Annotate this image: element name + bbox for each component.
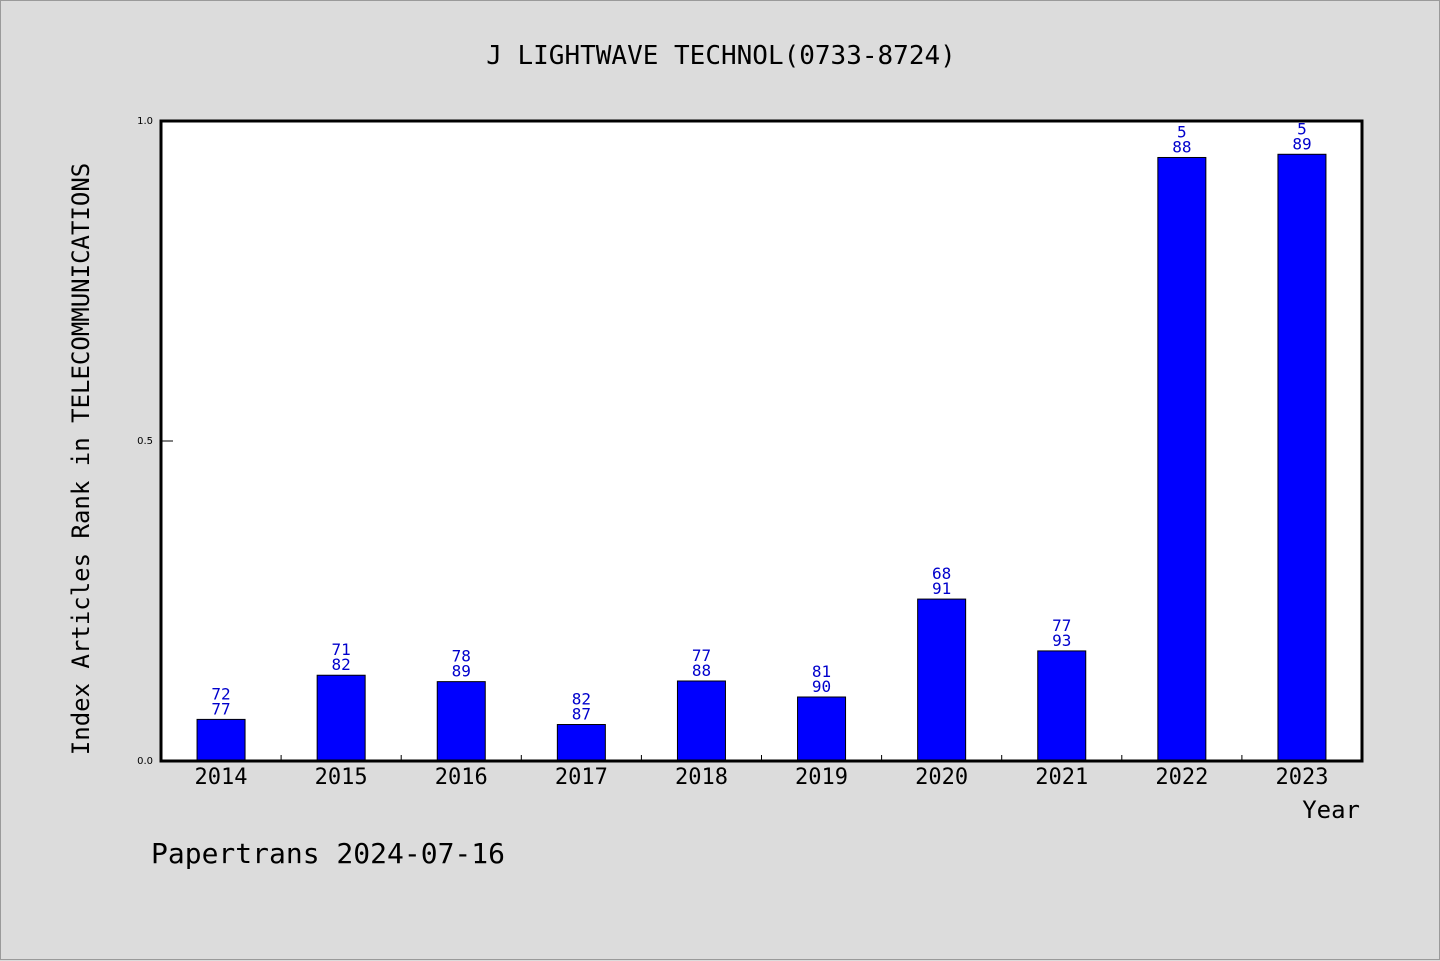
x-tick-label: 2022 — [1155, 765, 1208, 790]
y-tick-label: 0.0 — [137, 756, 153, 767]
bar-rank-label: 81 — [812, 662, 831, 681]
bar-2018 — [676, 680, 726, 762]
x-tick-label: 2021 — [1035, 765, 1088, 790]
bar-rank-label: 68 — [932, 564, 951, 583]
bar-rank-label: 5 — [1177, 122, 1187, 141]
bar-2023 — [1277, 153, 1327, 762]
bar-2015 — [316, 674, 366, 762]
bar-rank-label: 77 — [1052, 616, 1071, 635]
bar-2021 — [1037, 650, 1087, 762]
bar-rank-label: 71 — [332, 640, 351, 659]
bar-2020 — [917, 598, 967, 762]
bar-2019 — [797, 696, 847, 762]
bar-rank-label: 78 — [452, 647, 471, 666]
bar-total-label: 93 — [1052, 631, 1071, 650]
x-tick-label: 2018 — [675, 765, 728, 790]
y-tick-label: 1.0 — [137, 116, 153, 127]
bar-2017 — [556, 724, 606, 762]
bar-2022 — [1157, 156, 1207, 762]
plot-border — [159, 119, 1364, 763]
x-tick-label: 2020 — [915, 765, 968, 790]
x-axis-title: Year — [1302, 796, 1360, 824]
bar-total-label: 91 — [932, 579, 951, 598]
bar-total-label: 88 — [1172, 137, 1191, 156]
x-tick-label: 2017 — [555, 765, 608, 790]
x-tick-label: 2014 — [195, 765, 248, 790]
bar-total-label: 88 — [692, 661, 711, 680]
x-tick-label: 2016 — [435, 765, 488, 790]
bar-rank-label: 72 — [211, 684, 230, 703]
bar-2016 — [436, 681, 486, 762]
x-tick-label: 2015 — [315, 765, 368, 790]
chart-title: J LIGHTWAVE TECHNOL(0733-8724) — [486, 41, 956, 71]
bar-total-label: 77 — [211, 699, 230, 718]
bar-total-label: 89 — [452, 662, 471, 681]
bar-total-label: 82 — [332, 655, 351, 674]
bar-total-label: 90 — [812, 677, 831, 696]
bar-total-label: 89 — [1292, 134, 1311, 153]
bar-rank-label: 82 — [572, 690, 591, 709]
bar-total-label: 87 — [572, 705, 591, 724]
bar-rank-label: 5 — [1297, 119, 1307, 138]
footer-credit: Papertrans 2024-07-16 — [151, 837, 505, 870]
x-tick-label: 2019 — [795, 765, 848, 790]
bar-rank-label: 77 — [692, 646, 711, 665]
y-axis-title: Index Articles Rank in TELECOMMUNICATION… — [67, 163, 95, 755]
x-tick-label: 2023 — [1275, 765, 1328, 790]
bars-layer — [196, 153, 1327, 762]
bar-2014 — [196, 718, 246, 762]
y-tick-label: 0.5 — [137, 436, 153, 447]
